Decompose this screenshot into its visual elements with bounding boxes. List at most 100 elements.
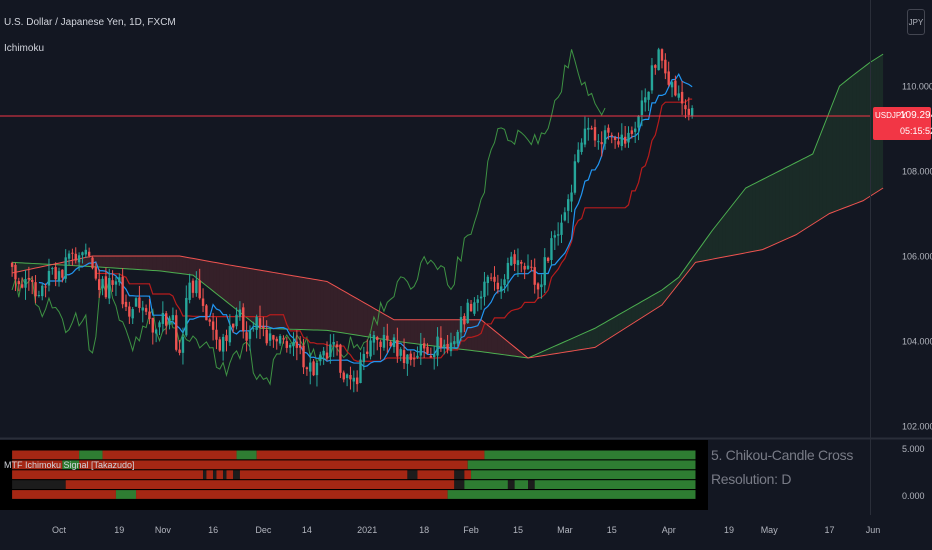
candle-body[interactable] (543, 257, 546, 286)
candle-body[interactable] (124, 301, 128, 307)
candle-body[interactable] (406, 354, 409, 364)
candle-body[interactable] (355, 377, 359, 385)
candle-body[interactable] (161, 312, 165, 324)
candle-body[interactable] (104, 276, 108, 298)
candle-body[interactable] (426, 346, 429, 354)
candle-body[interactable] (288, 344, 292, 348)
candle-body[interactable] (366, 351, 369, 354)
candle-body[interactable] (131, 309, 134, 319)
candle-body[interactable] (151, 317, 154, 333)
candle-body[interactable] (422, 343, 426, 349)
candle-body[interactable] (188, 282, 191, 300)
candle-body[interactable] (211, 321, 215, 330)
candle-body[interactable] (580, 142, 583, 152)
candle-body[interactable] (101, 278, 104, 289)
candle-body[interactable] (630, 130, 634, 134)
candle-body[interactable] (684, 105, 687, 110)
candle-body[interactable] (667, 71, 670, 85)
candle-body[interactable] (392, 337, 396, 348)
candle-body[interactable] (61, 269, 64, 278)
candle-body[interactable] (31, 279, 34, 282)
candle-body[interactable] (84, 249, 87, 255)
candle-body[interactable] (526, 265, 530, 269)
candle-body[interactable] (215, 329, 218, 340)
candle-body[interactable] (332, 341, 335, 345)
candle-body[interactable] (248, 330, 252, 339)
candle-body[interactable] (148, 311, 151, 319)
candle-body[interactable] (339, 344, 342, 373)
candle-body[interactable] (386, 335, 389, 341)
candle-body[interactable] (195, 280, 198, 294)
candle-body[interactable] (376, 337, 379, 341)
candle-body[interactable] (660, 49, 664, 61)
candle-body[interactable] (620, 134, 623, 147)
candle-body[interactable] (225, 335, 228, 341)
candle-body[interactable] (647, 91, 650, 100)
candle-body[interactable] (258, 318, 262, 328)
candle-body[interactable] (275, 338, 278, 342)
candle-body[interactable] (550, 238, 553, 261)
candle-body[interactable] (650, 65, 654, 91)
candle-body[interactable] (178, 349, 181, 353)
candle-body[interactable] (205, 305, 208, 321)
candle-body[interactable] (379, 341, 382, 347)
candle-body[interactable] (57, 271, 61, 281)
candle-body[interactable] (14, 264, 17, 280)
candle-body[interactable] (493, 276, 496, 282)
candle-body[interactable] (292, 341, 295, 346)
candle-body[interactable] (567, 199, 570, 211)
candle-body[interactable] (644, 97, 647, 103)
candle-body[interactable] (335, 344, 339, 348)
candle-body[interactable] (221, 336, 225, 352)
candle-body[interactable] (506, 262, 510, 280)
candle-body[interactable] (108, 278, 111, 299)
candle-body[interactable] (114, 281, 118, 285)
candle-body[interactable] (623, 136, 627, 144)
candle-body[interactable] (369, 340, 372, 357)
candle-body[interactable] (44, 286, 47, 288)
candle-body[interactable] (593, 127, 597, 141)
candle-body[interactable] (252, 328, 255, 330)
candle-body[interactable] (610, 135, 613, 137)
candle-body[interactable] (10, 262, 14, 267)
candle-body[interactable] (118, 277, 121, 283)
candle-body[interactable] (483, 281, 486, 297)
candle-body[interactable] (24, 278, 27, 288)
candle-body[interactable] (165, 313, 168, 326)
candle-body[interactable] (319, 354, 322, 362)
candle-body[interactable] (201, 298, 205, 306)
candle-body[interactable] (41, 285, 44, 297)
candle-body[interactable] (94, 266, 98, 279)
candle-body[interactable] (54, 267, 57, 280)
candle-body[interactable] (637, 115, 640, 128)
candle-body[interactable] (20, 284, 24, 288)
candle-body[interactable] (64, 257, 67, 279)
candle-body[interactable] (396, 339, 399, 357)
candle-body[interactable] (235, 314, 238, 327)
candle-body[interactable] (436, 336, 439, 356)
candle-body[interactable] (503, 279, 506, 286)
candle-body[interactable] (597, 141, 600, 143)
candle-body[interactable] (536, 283, 540, 290)
candle-body[interactable] (272, 335, 275, 340)
candle-body[interactable] (553, 235, 556, 238)
candle-body[interactable] (690, 108, 694, 117)
candle-body[interactable] (389, 341, 392, 347)
candle-body[interactable] (664, 59, 667, 74)
candle-body[interactable] (67, 253, 71, 259)
candle-body[interactable] (540, 284, 543, 288)
candle-body[interactable] (402, 350, 406, 364)
candle-body[interactable] (362, 353, 366, 363)
candle-body[interactable] (587, 127, 590, 130)
indicator-label[interactable]: Ichimoku (4, 43, 45, 54)
candle-body[interactable] (486, 276, 489, 284)
candle-body[interactable] (613, 137, 617, 140)
candle-body[interactable] (268, 333, 272, 341)
candle-body[interactable] (77, 255, 81, 263)
price-axis[interactable]: 102.000 104.000 106.000 108.000 110.000 (902, 82, 932, 432)
candle-body[interactable] (459, 317, 463, 333)
candle-body[interactable] (285, 341, 288, 348)
candle-body[interactable] (17, 281, 20, 285)
candle-body[interactable] (640, 100, 644, 115)
candle-body[interactable] (329, 344, 332, 357)
